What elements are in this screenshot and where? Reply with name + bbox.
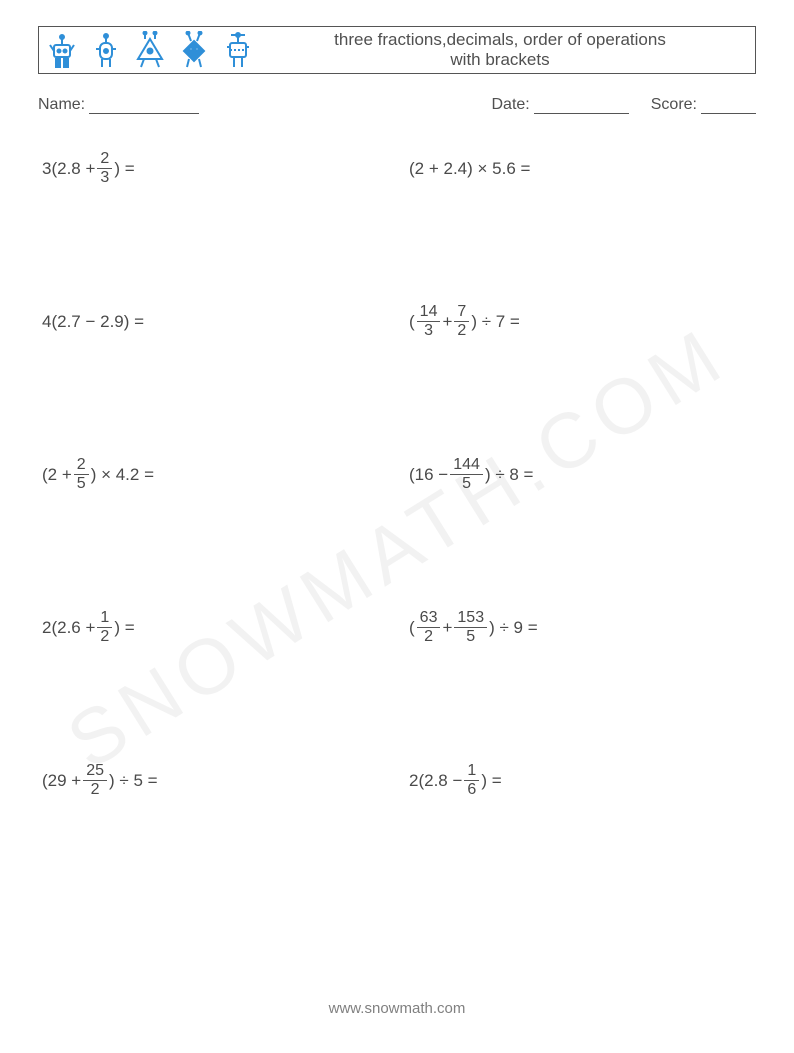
fraction: 23 (97, 150, 112, 187)
header: three fractions,decimals, order of opera… (38, 26, 756, 74)
denominator: 2 (421, 628, 436, 646)
numerator: 1 (97, 609, 112, 627)
denominator: 5 (463, 628, 478, 646)
expr-text: ( (409, 312, 415, 332)
expr-text: + (442, 312, 452, 332)
problem-9: (29 + 252) ÷ 5 = (42, 762, 389, 799)
footer: www.snowmath.com (0, 1000, 794, 1017)
problems-grid: 3(2.8 + 23) =(2 + 2.4) × 5.6 =4(2.7 − 2.… (38, 150, 756, 799)
numerator: 2 (97, 150, 112, 168)
problem-7: 2(2.6 + 12) = (42, 609, 389, 646)
expr-text: ) = (114, 159, 134, 179)
fraction: 1535 (454, 609, 487, 646)
expr-text: (2 + 2.4) × 5.6 = (409, 159, 530, 179)
problem-4: (143 + 72) ÷ 7 = (409, 303, 756, 340)
expr-text: ( (409, 618, 415, 638)
problem-1: 3(2.8 + 23) = (42, 150, 389, 187)
numerator: 1 (464, 762, 479, 780)
expr-text: + (442, 618, 452, 638)
expr-text: ) ÷ 9 = (489, 618, 538, 638)
expr-text: 2(2.6 + (42, 618, 95, 638)
numerator: 144 (450, 456, 483, 474)
denominator: 5 (74, 475, 89, 493)
denominator: 6 (464, 781, 479, 799)
score-blank[interactable] (701, 97, 756, 114)
expr-text: ) ÷ 8 = (485, 465, 534, 485)
worksheet-page: three fractions,decimals, order of opera… (0, 0, 794, 799)
fraction: 72 (454, 303, 469, 340)
name-field: Name: (38, 96, 199, 114)
expr-text: ) × 4.2 = (91, 465, 154, 485)
expr-text: 3(2.8 + (42, 159, 95, 179)
numerator: 153 (454, 609, 487, 627)
name-blank[interactable] (89, 97, 199, 114)
expr-text: ) ÷ 5 = (109, 771, 158, 791)
name-label: Name: (38, 96, 85, 114)
fraction: 632 (417, 609, 441, 646)
date-label: Date: (492, 96, 530, 114)
robot-icon-4 (177, 31, 211, 69)
denominator: 3 (421, 322, 436, 340)
robot-icon-2 (89, 31, 123, 69)
robot-icon-3 (133, 31, 167, 69)
problem-2: (2 + 2.4) × 5.6 = (409, 150, 756, 187)
numerator: 63 (417, 609, 441, 627)
score-label: Score: (651, 96, 697, 114)
expr-text: (2 + (42, 465, 72, 485)
date-blank[interactable] (534, 97, 629, 114)
problem-3: 4(2.7 − 2.9) = (42, 303, 389, 340)
fraction: 25 (74, 456, 89, 493)
denominator: 2 (97, 628, 112, 646)
expr-text: 4(2.7 − 2.9) = (42, 312, 144, 332)
fraction: 12 (97, 609, 112, 646)
footer-text: www.snowmath.com (329, 1000, 466, 1017)
expr-text: ) ÷ 7 = (471, 312, 520, 332)
expr-text: (29 + (42, 771, 81, 791)
title-line-1: three fractions,decimals, order of opera… (334, 30, 666, 49)
fraction: 252 (83, 762, 107, 799)
problem-10: 2(2.8 − 16) = (409, 762, 756, 799)
robot-icon-5 (221, 31, 255, 69)
numerator: 25 (83, 762, 107, 780)
problem-8: (632 + 1535) ÷ 9 = (409, 609, 756, 646)
info-row: Name: Date: Score: (38, 96, 756, 114)
expr-text: (16 − (409, 465, 448, 485)
worksheet-title: three fractions,decimals, order of opera… (255, 30, 755, 69)
problem-5: (2 + 25) × 4.2 = (42, 456, 389, 493)
numerator: 7 (454, 303, 469, 321)
expr-text: 2(2.8 − (409, 771, 462, 791)
problem-6: (16 − 1445) ÷ 8 = (409, 456, 756, 493)
expr-text: ) = (114, 618, 134, 638)
title-line-2: with brackets (450, 50, 549, 69)
fraction: 143 (417, 303, 441, 340)
fraction: 16 (464, 762, 479, 799)
denominator: 2 (454, 322, 469, 340)
numerator: 14 (417, 303, 441, 321)
denominator: 5 (459, 475, 474, 493)
numerator: 2 (74, 456, 89, 474)
expr-text: ) = (481, 771, 501, 791)
robot-icons-group (39, 31, 255, 69)
denominator: 2 (88, 781, 103, 799)
denominator: 3 (97, 169, 112, 187)
fraction: 1445 (450, 456, 483, 493)
robot-icon-1 (45, 31, 79, 69)
